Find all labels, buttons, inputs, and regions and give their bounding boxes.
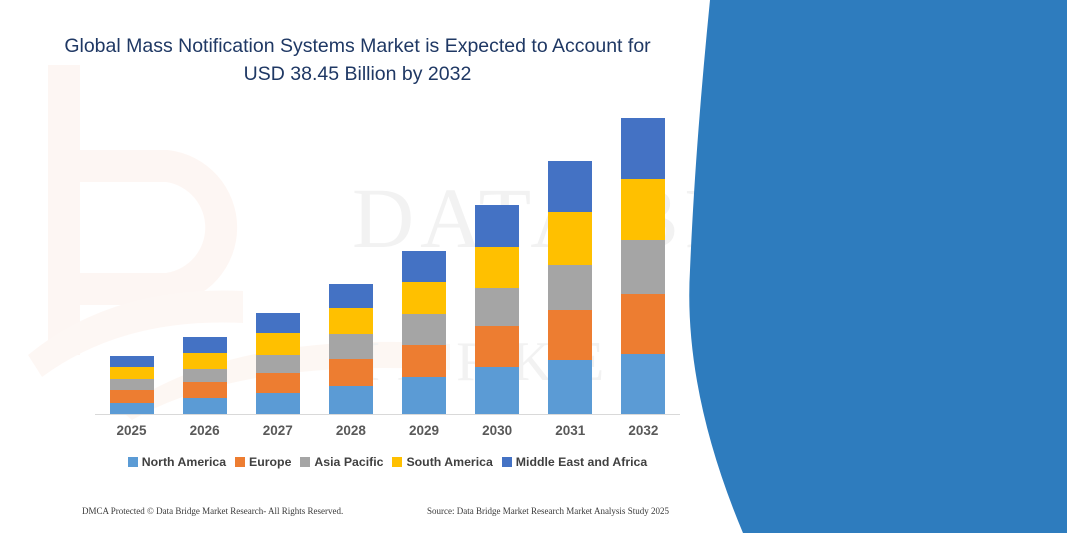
bar-segment-2030-north-america [475, 366, 520, 415]
bar-segment-2025-asia-pacific [109, 379, 154, 390]
bar-segment-2026-north-america [182, 398, 227, 415]
legend-swatch-icon [392, 457, 403, 467]
bar-2028[interactable] [328, 283, 373, 415]
bar-segment-2029-middle-east-and-africa [402, 251, 447, 283]
bar-segment-2029-asia-pacific [402, 314, 447, 345]
footer: DMCA Protected © Data Bridge Market Rese… [82, 506, 682, 522]
chart-title: Global Mass Notification Systems Market … [64, 35, 651, 85]
bar-segment-2028-middle-east-and-africa [328, 283, 373, 309]
bar-segment-2028-north-america [328, 386, 373, 415]
x-axis-tick-labels: 2025 2026 2027 2028 2029 2030 2031 2032 [95, 423, 680, 445]
bar-segment-2026-south-america [182, 352, 227, 369]
bar-segment-2027-north-america [255, 392, 300, 415]
bar-segment-2025-europe [109, 389, 154, 403]
x-tick-2032: 2032 [628, 423, 659, 438]
legend-label: Asia Pacific [314, 455, 384, 469]
bar-segment-2026-europe [182, 382, 227, 399]
bar-2027[interactable] [255, 312, 300, 415]
legend-label: Europe [249, 455, 292, 469]
bar-segment-2025-north-america [109, 402, 154, 415]
x-axis-line [95, 414, 680, 415]
bar-segment-2030-europe [475, 325, 520, 367]
footer-copyright: DMCA Protected © Data Bridge Market Rese… [82, 506, 344, 516]
bar-segment-2032-asia-pacific [621, 239, 666, 294]
legend-swatch-icon [235, 457, 246, 467]
bar-segment-2030-middle-east-and-africa [475, 205, 520, 247]
legend-item-middle-east-and-africa[interactable]: Middle East and Africa [501, 455, 648, 469]
bar-segment-2030-asia-pacific [475, 288, 520, 326]
bar-2026[interactable] [182, 337, 227, 415]
bar-segment-2029-europe [402, 344, 447, 377]
bar-segment-2027-middle-east-and-africa [255, 312, 300, 333]
bar-segment-2031-asia-pacific [548, 264, 593, 310]
bar-segment-2032-south-america [621, 178, 666, 240]
bar-segment-2030-south-america [475, 246, 520, 289]
bar-segment-2032-north-america [621, 354, 666, 415]
legend-item-europe[interactable]: Europe [235, 455, 291, 469]
bar-segment-2028-south-america [328, 308, 373, 335]
bar-2029[interactable] [402, 251, 447, 415]
bar-segment-2031-europe [548, 309, 593, 361]
bar-segment-2025-south-america [109, 367, 154, 380]
bar-segment-2028-asia-pacific [328, 334, 373, 360]
x-tick-2029: 2029 [409, 423, 440, 438]
legend-swatch-icon [501, 457, 512, 467]
bar-segment-2032-middle-east-and-africa [621, 117, 666, 179]
bar-2032[interactable] [621, 117, 666, 415]
bar-2030[interactable] [475, 205, 520, 415]
bar-segment-2029-south-america [402, 282, 447, 315]
bar-2031[interactable] [548, 161, 593, 415]
legend-swatch-icon [127, 457, 138, 467]
bar-segment-2031-middle-east-and-africa [548, 161, 593, 213]
legend-item-north-america[interactable]: North America [127, 455, 227, 469]
chart-plot-area [95, 110, 680, 415]
x-tick-2028: 2028 [335, 423, 366, 438]
chart-legend: North America Europe Asia Pacific South Ame… [95, 455, 680, 469]
bar-segment-2027-europe [255, 373, 300, 393]
x-tick-2027: 2027 [262, 423, 293, 438]
bar-segment-2026-middle-east-and-africa [182, 337, 227, 353]
bar-segment-2029-north-america [402, 376, 447, 415]
x-tick-2030: 2030 [482, 423, 513, 438]
legend-item-asia-pacific[interactable]: Asia Pacific [300, 455, 383, 469]
panel-content: Global Mass Notification Systems Market,… [677, 0, 1067, 533]
bar-segment-2025-middle-east-and-africa [109, 355, 154, 367]
bar-segment-2028-europe [328, 359, 373, 387]
bar-segment-2027-asia-pacific [255, 354, 300, 374]
bar-segment-2031-north-america [548, 360, 593, 415]
legend-swatch-icon [300, 457, 311, 467]
x-tick-2025: 2025 [116, 423, 147, 438]
x-tick-2031: 2031 [555, 423, 586, 438]
legend-item-south-america[interactable]: South America [392, 455, 493, 469]
bar-segment-2026-asia-pacific [182, 368, 227, 383]
legend-label: Middle East and Africa [515, 455, 648, 469]
bar-segment-2031-south-america [548, 212, 593, 265]
legend-label: North America [141, 455, 227, 469]
footer-source: Source: Data Bridge Market Research Mark… [427, 506, 669, 516]
bar-segment-2027-south-america [255, 332, 300, 355]
bar-segment-2032-europe [621, 293, 666, 354]
legend-label: South America [406, 455, 493, 469]
bar-2025[interactable] [109, 355, 154, 415]
x-tick-2026: 2026 [189, 423, 220, 438]
